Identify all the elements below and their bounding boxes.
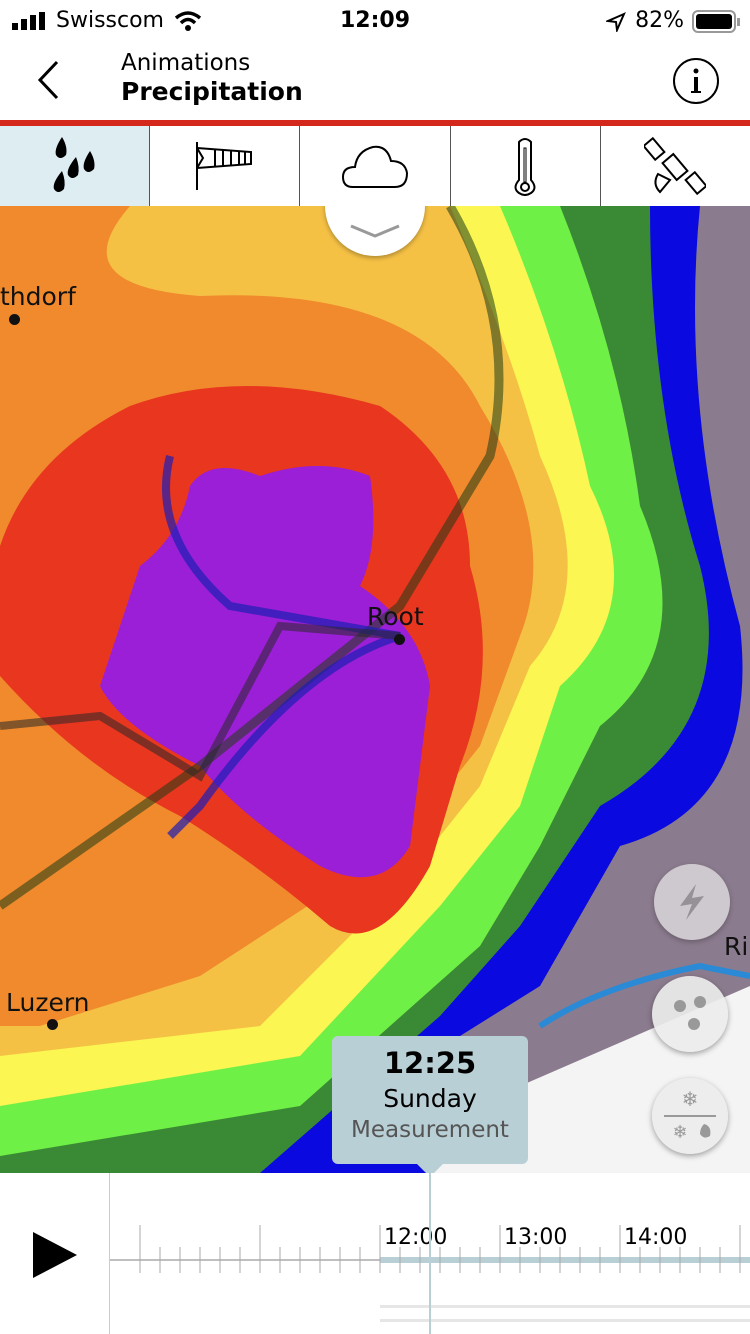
tooltip-day: Sunday: [383, 1084, 477, 1113]
place-label: Luzern: [6, 988, 90, 1017]
lightning-icon: [680, 884, 704, 920]
place-label: Root: [367, 602, 424, 631]
place-label: Ri: [724, 932, 749, 961]
time-label: 12:00: [384, 1225, 448, 1250]
snow-rain-icon: ❄❄: [664, 1087, 716, 1143]
timeline-track: [380, 1319, 750, 1322]
satellite-icon: [644, 136, 707, 196]
layer-tabs: [0, 126, 750, 206]
precipitation-map[interactable]: thdorf Root Luzern Ri ❄ ❄: [0, 206, 750, 1173]
snow-rain-toggle[interactable]: ❄ ❄: [652, 1078, 728, 1154]
tab-wind[interactable]: [150, 126, 301, 206]
place-marker: [394, 634, 405, 645]
time-tooltip: 12:25 Sunday Measurement: [332, 1036, 528, 1164]
time-label: 13:00: [504, 1225, 568, 1250]
stations-toggle[interactable]: [652, 976, 728, 1052]
header-divider: [0, 120, 750, 126]
radar-overlay: [0, 206, 750, 1173]
timeline-track: [380, 1305, 750, 1308]
tab-satellite[interactable]: [600, 126, 750, 206]
timeline-scrubber[interactable]: [110, 1173, 750, 1334]
place-marker: [47, 1019, 58, 1030]
tab-temperature[interactable]: [450, 126, 601, 206]
svg-text:❄: ❄: [682, 1087, 699, 1111]
thermometer-icon: [514, 138, 536, 196]
tab-clouds[interactable]: [300, 126, 451, 206]
lightning-toggle[interactable]: [654, 864, 730, 940]
tooltip-pointer: [416, 1163, 444, 1177]
place-label: thdorf: [0, 282, 76, 311]
timeline: 12:00 13:00 14:00: [0, 1173, 750, 1334]
battery-icon: [692, 10, 740, 33]
windsock-icon: [195, 142, 252, 190]
signal-icon: [12, 12, 45, 30]
clock: 12:09: [339, 8, 411, 33]
forecast-range-bar: [380, 1257, 750, 1263]
section-title: Animations: [121, 50, 251, 76]
location-icon: [606, 12, 626, 32]
chevron-down-icon: [350, 224, 400, 238]
info-button[interactable]: [671, 56, 721, 106]
cloud-icon: [341, 145, 409, 188]
battery-percent: 82%: [635, 8, 684, 33]
wifi-icon: [174, 11, 202, 31]
tooltip-type: Measurement: [351, 1117, 509, 1143]
carrier: Swisscom: [56, 8, 164, 33]
raindrops-icon: [53, 137, 95, 192]
nav-header: Animations Precipitation: [0, 44, 750, 120]
svg-text:❄: ❄: [672, 1122, 687, 1143]
page-title: Precipitation: [121, 77, 303, 106]
status-bar: Swisscom 12:09 82%: [0, 0, 750, 44]
tab-precipitation[interactable]: [0, 126, 151, 206]
time-label: 14:00: [624, 1225, 688, 1250]
place-marker: [9, 314, 20, 325]
tooltip-time: 12:25: [383, 1046, 477, 1080]
dots-icon: [674, 996, 706, 1030]
play-button[interactable]: [32, 1231, 78, 1279]
back-button[interactable]: [30, 58, 66, 102]
playhead[interactable]: [429, 1173, 431, 1334]
timeline-divider: [109, 1173, 110, 1334]
